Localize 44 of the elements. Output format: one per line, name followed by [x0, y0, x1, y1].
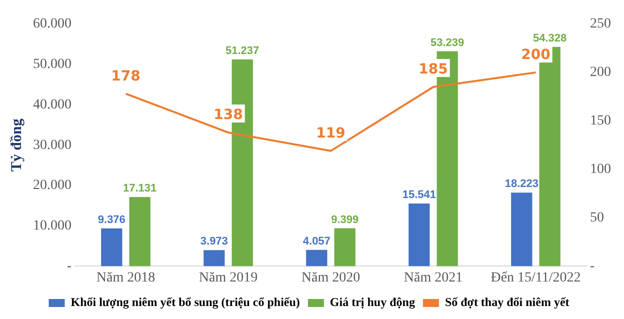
legend-label: Giá trị huy động: [330, 295, 415, 310]
y-tick-label: 10.000: [33, 218, 72, 234]
bar: [204, 250, 225, 266]
data-label: 138: [214, 107, 243, 124]
data-label: 15.541: [402, 188, 436, 201]
data-label: 18.223: [504, 178, 538, 190]
y-tick-label: 50.000: [33, 57, 72, 72]
data-label: 119: [316, 126, 346, 142]
bar: [306, 250, 328, 266]
y2-tick-label: -: [590, 258, 595, 274]
data-label: 178: [111, 68, 140, 84]
x-tick-label: Năm 2020: [301, 270, 360, 286]
data-label: 51.237: [226, 44, 260, 57]
y-tick-label: 20.000: [33, 178, 72, 194]
y2-tick-label: 200: [590, 65, 611, 80]
x-tick-label: Đến 15/11/2022: [490, 270, 581, 286]
y-tick-label: 60.000: [33, 16, 72, 32]
data-label: 54.328: [533, 32, 567, 44]
data-label: 53.239: [430, 36, 464, 49]
x-tick-label: Năm 2019: [198, 270, 258, 286]
data-label: 17.131: [123, 182, 157, 195]
bar: [129, 197, 150, 266]
bar: [101, 228, 122, 266]
data-label: 185: [418, 62, 448, 78]
y2-tick-label: 150: [590, 114, 611, 129]
x-tick-label: Năm 2021: [404, 270, 463, 286]
bar: [511, 192, 532, 266]
y-tick-label: 30.000: [33, 138, 72, 153]
y2-tick-label: 250: [590, 16, 611, 32]
bar: [334, 228, 356, 266]
data-label: 4.057: [302, 235, 330, 248]
data-label: 9.399: [331, 214, 359, 226]
x-tick-label: Năm 2018: [96, 270, 156, 286]
bar: [408, 203, 430, 266]
legend-label: Khối lượng niêm yết bổ sung (triệu cổ phiếu): [70, 295, 300, 310]
y2-tick-label: 50: [590, 210, 604, 226]
y2-tick-label: 100: [590, 162, 611, 177]
data-label: 9.376: [98, 214, 126, 226]
data-label: 3.973: [200, 236, 228, 248]
y-axis-title: Tỷ đồng: [8, 118, 25, 172]
y-tick-label: 40.000: [33, 97, 72, 112]
y-tick-label: -: [66, 258, 72, 274]
legend-label: Số đợt thay đổi niêm yết: [444, 295, 570, 310]
data-label: 200: [521, 47, 551, 64]
